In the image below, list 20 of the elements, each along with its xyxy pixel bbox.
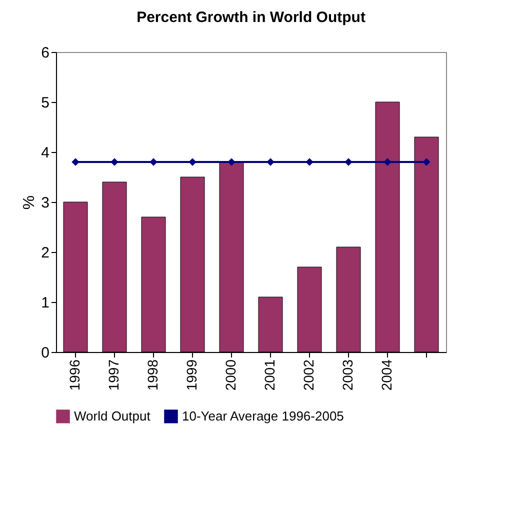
x-tick-label: 2002 (300, 359, 316, 391)
y-tick-label: 3 (41, 194, 50, 212)
y-tick-label: 6 (41, 44, 50, 62)
x-tick-label: 1999 (184, 359, 200, 391)
x-tick-label: 2000 (222, 359, 238, 391)
x-tick-label: 2003 (340, 359, 356, 391)
x-tick-label: 1998 (144, 359, 160, 391)
y-tick-label: 5 (41, 94, 50, 112)
y-tick-label: 2 (41, 244, 50, 262)
chart-title: Percent Growth in World Output (136, 9, 366, 26)
y-tick-label: 1 (41, 294, 50, 312)
x-tick-label: 2001 (262, 359, 278, 391)
x-tick-label: 1997 (106, 359, 122, 391)
y-axis-title: % (21, 195, 38, 210)
y-tick-label: 4 (41, 144, 50, 162)
y-tick-label: 0 (41, 344, 50, 362)
x-tick-label: 1996 (66, 359, 82, 391)
legend-label: World Output (74, 408, 151, 424)
legend-label: 10-Year Average 1996-2005 (182, 408, 344, 424)
x-tick-label: 2004 (378, 359, 394, 391)
